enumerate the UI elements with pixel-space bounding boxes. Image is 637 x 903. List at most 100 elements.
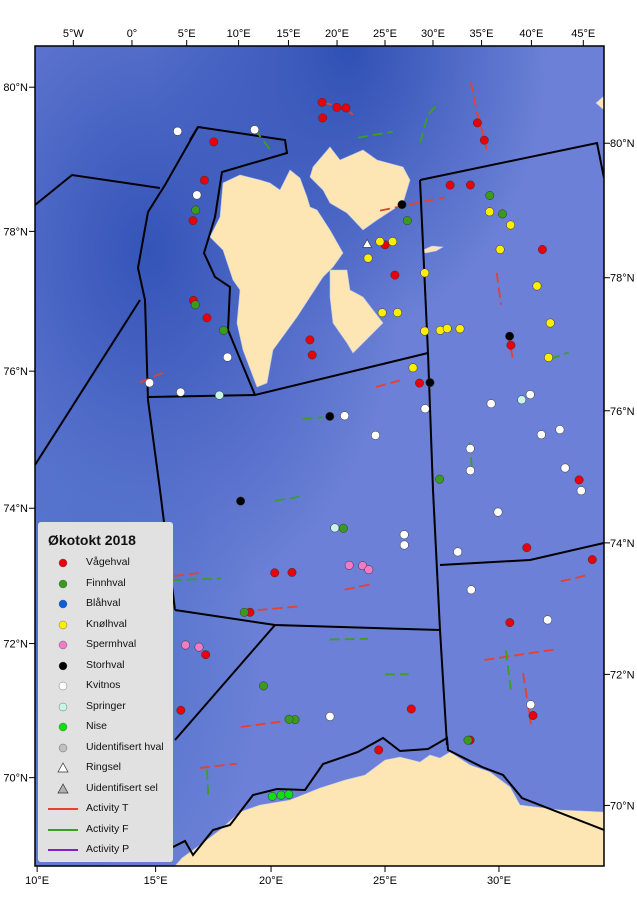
sighting-vagehval	[472, 118, 482, 128]
track-activity-T	[522, 672, 532, 725]
sighting-spermhval	[358, 561, 368, 571]
sighting-vagehval	[505, 618, 515, 628]
dot-symbol-icon	[48, 720, 78, 734]
legend-label: Uidentifisert hval	[86, 740, 164, 753]
sighting-spermhval	[181, 640, 190, 650]
sighting-knolhval	[545, 318, 555, 328]
track-activity-T	[379, 196, 446, 212]
map-frame	[34, 45, 605, 867]
top-lon-label: 35°E	[470, 28, 494, 40]
track-activity-F	[549, 351, 569, 360]
sighting-vagehval	[341, 103, 351, 113]
sighting-knolhval	[393, 308, 402, 318]
legend: Økotokt 2018 Vågehval Finnhval Blåhval Knøl…	[38, 522, 173, 862]
top-lon-label: 45°E	[571, 28, 595, 40]
legend-item-nise: Nise	[38, 718, 173, 736]
kong-karls-land	[422, 245, 444, 254]
sighting-storhval	[236, 496, 246, 506]
track-activity-T	[469, 81, 488, 150]
legend-label: Finnhval	[86, 576, 126, 589]
sighting-nise	[276, 790, 286, 800]
sighting-finnhval	[498, 209, 507, 219]
sighting-vagehval	[199, 175, 209, 185]
sighting-springer	[330, 523, 340, 533]
top-lon-label: 5°E	[178, 28, 196, 40]
sighting-knolhval	[495, 245, 505, 254]
legend-item-knolhval: Knølhval	[38, 616, 173, 634]
sighting-kvitnos	[173, 126, 183, 136]
track-activity-F	[156, 577, 221, 582]
sighting-kvitnos	[576, 486, 586, 496]
sighting-finnhval	[190, 300, 200, 310]
legend-item-F: Activity F	[38, 821, 173, 839]
legend-item-springer: Springer	[38, 698, 173, 716]
track-activity-F	[357, 130, 393, 139]
sighting-finnhval	[463, 735, 473, 745]
sighting-vagehval	[587, 555, 597, 565]
legend-label: Activity F	[86, 822, 129, 835]
sighting-kvitnos	[560, 463, 570, 473]
legend-item-blahval: Blåhval	[38, 595, 173, 613]
legend-label: Ringsel	[86, 761, 122, 773]
legend-label: Springer	[86, 699, 126, 712]
top-lon-label: 5°W	[63, 28, 85, 40]
right-lat-label: 70°N	[610, 800, 635, 812]
track-activity-T	[344, 583, 373, 591]
sighting-nise	[284, 789, 294, 799]
left-lat-label: 78°N	[3, 226, 28, 238]
sighting-nise	[267, 791, 277, 801]
sighting-finnhval	[191, 205, 201, 215]
legend-label: Kvitnos	[86, 679, 121, 691]
sighting-vagehval	[390, 270, 400, 280]
sighting-kvitnos	[536, 430, 546, 440]
sighting-vagehval	[445, 180, 455, 190]
legend-item-vagehval: Vågehval	[38, 554, 173, 572]
sighting-finnhval	[485, 191, 495, 200]
dot-symbol-icon	[48, 741, 78, 755]
sighting-vagehval	[209, 137, 219, 147]
legend-label: Blåhval	[86, 597, 121, 609]
sighting-ringsel	[362, 238, 373, 248]
top-lon-label: 15°E	[276, 28, 300, 40]
sighting-knolhval	[363, 253, 373, 263]
sighting-vagehval	[528, 711, 538, 720]
bottom-lon-label: 10°E	[25, 875, 49, 887]
sighting-kvitnos	[543, 615, 553, 625]
sighting-vagehval	[574, 475, 584, 485]
sighting-kvitnos	[250, 125, 260, 135]
top-lon-label: 25°E	[373, 28, 397, 40]
track-activity-T	[139, 371, 166, 384]
sighting-vagehval	[332, 102, 342, 112]
line-symbol-icon	[48, 823, 78, 837]
bottom-lon-label: 20°E	[259, 875, 283, 887]
line-symbol-icon	[48, 802, 78, 816]
sighting-kvitnos	[399, 540, 409, 550]
sighting-vagehval	[317, 97, 327, 107]
sighting-knolhval	[420, 326, 430, 336]
sighting-vagehval	[305, 335, 315, 345]
right-lat-label: 80°N	[610, 138, 635, 150]
zone-boundaries	[35, 125, 604, 857]
sighting-knolhval	[377, 308, 387, 318]
left-lat-label: 76°N	[3, 366, 28, 378]
sighting-finnhval	[239, 607, 249, 617]
sighting-storhval	[397, 200, 407, 210]
sighting-vagehval	[270, 568, 280, 578]
dot-symbol-icon	[48, 679, 78, 693]
sighting-knolhval	[455, 324, 465, 334]
sighting-kvitnos	[340, 411, 350, 421]
bottom-lon-label: 15°E	[144, 875, 168, 887]
dot-symbol-icon	[48, 700, 78, 714]
sighting-finnhval	[435, 474, 445, 484]
sighting-springer	[517, 395, 527, 405]
sighting-storhval	[425, 378, 435, 388]
sighting-kvitnos	[526, 700, 536, 710]
right-lat-label: 78°N	[610, 273, 635, 285]
dot-symbol-icon	[48, 638, 78, 652]
legend-item-uid_hval: Uidentifisert hval	[38, 739, 173, 757]
sighting-knolhval	[532, 281, 542, 291]
legend-title: Økotokt 2018	[48, 532, 136, 548]
sighting-vagehval	[479, 135, 489, 145]
sighting-kvitnos	[493, 507, 503, 517]
bottom-lon-label: 30°E	[487, 875, 511, 887]
